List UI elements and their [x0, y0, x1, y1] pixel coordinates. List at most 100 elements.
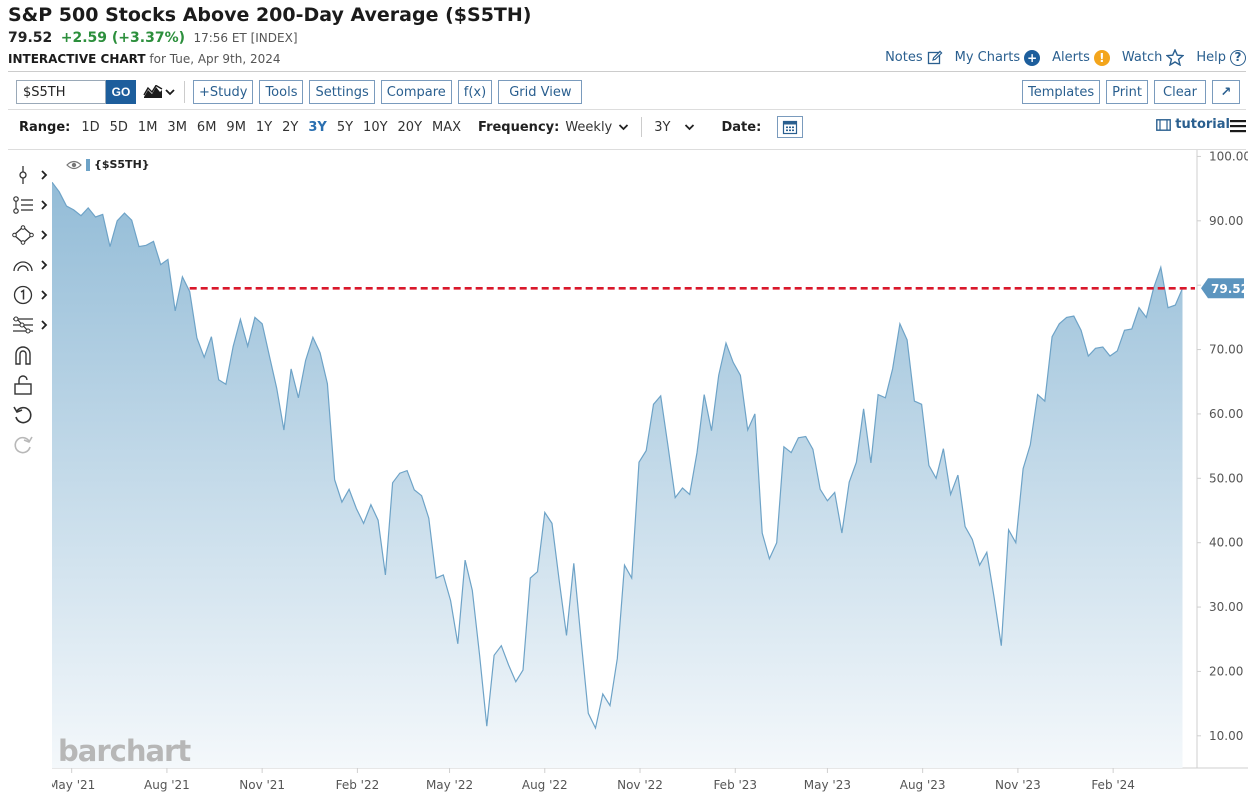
- range-option[interactable]: 5D: [109, 119, 128, 135]
- barchart-watermark: barchart: [58, 734, 191, 768]
- trendline-tool[interactable]: [10, 190, 50, 220]
- data-point: [138, 245, 140, 247]
- data-point: [428, 517, 430, 519]
- data-point: [652, 403, 654, 405]
- chart-legend: {$S5TH}: [66, 158, 150, 171]
- data-point: [174, 310, 176, 312]
- chart-type-dropdown[interactable]: [142, 80, 176, 104]
- help-link[interactable]: Help ?: [1196, 49, 1246, 66]
- shape-tool[interactable]: [10, 220, 50, 250]
- grid-view-button[interactable]: Grid View: [498, 80, 583, 104]
- data-point: [1000, 645, 1002, 647]
- data-point: [1160, 266, 1162, 268]
- settings-button[interactable]: Settings: [309, 80, 375, 104]
- data-point: [913, 400, 915, 402]
- chart-area[interactable]: 100.0090.0080.0070.0060.0050.0040.0030.0…: [48, 149, 1251, 804]
- range-option[interactable]: 1M: [137, 119, 158, 135]
- period-dropdown[interactable]: 3Y: [654, 120, 695, 135]
- range-option[interactable]: 2Y: [282, 119, 299, 135]
- templates-button[interactable]: Templates: [1022, 80, 1101, 104]
- compare-button[interactable]: Compare: [380, 80, 452, 104]
- range-option[interactable]: 10Y: [363, 119, 388, 135]
- tools-button[interactable]: Tools: [259, 80, 304, 104]
- clear-button[interactable]: Clear: [1154, 80, 1206, 104]
- range-option[interactable]: 1Y: [255, 119, 273, 135]
- last-value-label: 79.52: [1211, 282, 1248, 296]
- lock-tool[interactable]: [10, 370, 50, 400]
- data-point: [290, 368, 292, 370]
- symbol-input[interactable]: [16, 80, 106, 104]
- data-point: [776, 542, 778, 544]
- frequency-dropdown[interactable]: Weekly: [565, 120, 629, 135]
- data-point: [167, 258, 169, 260]
- toolbar-divider: [184, 81, 185, 103]
- undo-tool[interactable]: [10, 400, 50, 430]
- my-charts-link[interactable]: My Charts +: [955, 49, 1041, 66]
- quote-line: 79.52 +2.59 (+3.37%) 17:56 ET [INDEX]: [8, 30, 298, 46]
- print-button[interactable]: Print: [1106, 80, 1148, 104]
- watch-link[interactable]: Watch: [1122, 49, 1185, 66]
- annotation-tool[interactable]: [10, 280, 50, 310]
- alerts-link[interactable]: Alerts !: [1052, 49, 1110, 66]
- data-point: [225, 383, 227, 385]
- price-chart[interactable]: 100.0090.0080.0070.0060.0050.0040.0030.0…: [48, 149, 1251, 800]
- data-point: [638, 461, 640, 463]
- range-option[interactable]: 1D: [81, 119, 100, 135]
- y-tick-label: 90.00: [1209, 214, 1243, 228]
- data-point: [935, 477, 937, 479]
- range-option[interactable]: 9M: [226, 119, 246, 135]
- series-area: [52, 182, 1183, 768]
- arc-tool[interactable]: [10, 250, 50, 280]
- data-point: [507, 664, 509, 666]
- data-point: [942, 448, 944, 450]
- data-point: [304, 359, 306, 361]
- y-tick-label: 10.00: [1209, 729, 1243, 743]
- calendar-icon: [783, 120, 798, 135]
- data-point: [297, 397, 299, 399]
- expand-button[interactable]: ↗: [1212, 80, 1240, 104]
- range-option[interactable]: 5Y: [336, 119, 354, 135]
- crosshair-tool[interactable]: [10, 160, 50, 190]
- data-point: [1116, 350, 1118, 352]
- study-button[interactable]: +Study: [193, 80, 254, 104]
- tutorial-link[interactable]: tutorial: [1156, 117, 1230, 132]
- magnet-tool[interactable]: [10, 340, 50, 370]
- data-point: [464, 559, 466, 561]
- x-tick-label: Feb '24: [1091, 778, 1135, 792]
- range-bar: Range: 1D 5D 1M 3M 6M 9M 1Y 2Y 3Y 5Y 10Y…: [19, 116, 804, 138]
- data-point: [565, 634, 567, 636]
- range-option[interactable]: 20Y: [397, 119, 423, 135]
- divider: [8, 109, 1246, 110]
- data-point: [1073, 315, 1075, 317]
- range-option[interactable]: 6M: [196, 119, 217, 135]
- data-point: [1174, 304, 1176, 306]
- chevron-right-icon: [41, 200, 48, 210]
- data-point: [152, 240, 154, 242]
- fx-button[interactable]: f(x): [457, 80, 493, 104]
- redo-tool[interactable]: [10, 430, 50, 460]
- x-tick-label: Nov '23: [995, 778, 1041, 792]
- data-point: [899, 323, 901, 325]
- data-point: [384, 574, 386, 576]
- data-point: [276, 387, 278, 389]
- data-point: [689, 493, 691, 495]
- data-point: [189, 290, 191, 292]
- range-option-active[interactable]: 3Y: [308, 119, 327, 135]
- fibonacci-tool[interactable]: [10, 310, 50, 340]
- frequency-value: Weekly: [565, 119, 613, 135]
- menu-button[interactable]: [1230, 118, 1246, 137]
- range-option[interactable]: 3M: [167, 119, 187, 135]
- data-point: [1138, 307, 1140, 309]
- range-option[interactable]: MAX: [432, 119, 462, 135]
- data-point: [355, 507, 357, 509]
- date-picker-button[interactable]: [777, 116, 804, 138]
- notes-link[interactable]: Notes: [885, 50, 943, 66]
- data-point: [696, 451, 698, 453]
- data-point: [1087, 355, 1089, 357]
- data-point: [515, 681, 517, 683]
- data-point: [94, 216, 96, 218]
- data-point: [993, 596, 995, 598]
- eye-icon[interactable]: [66, 160, 82, 170]
- shape-icon: [12, 225, 34, 245]
- go-button[interactable]: GO: [106, 80, 136, 104]
